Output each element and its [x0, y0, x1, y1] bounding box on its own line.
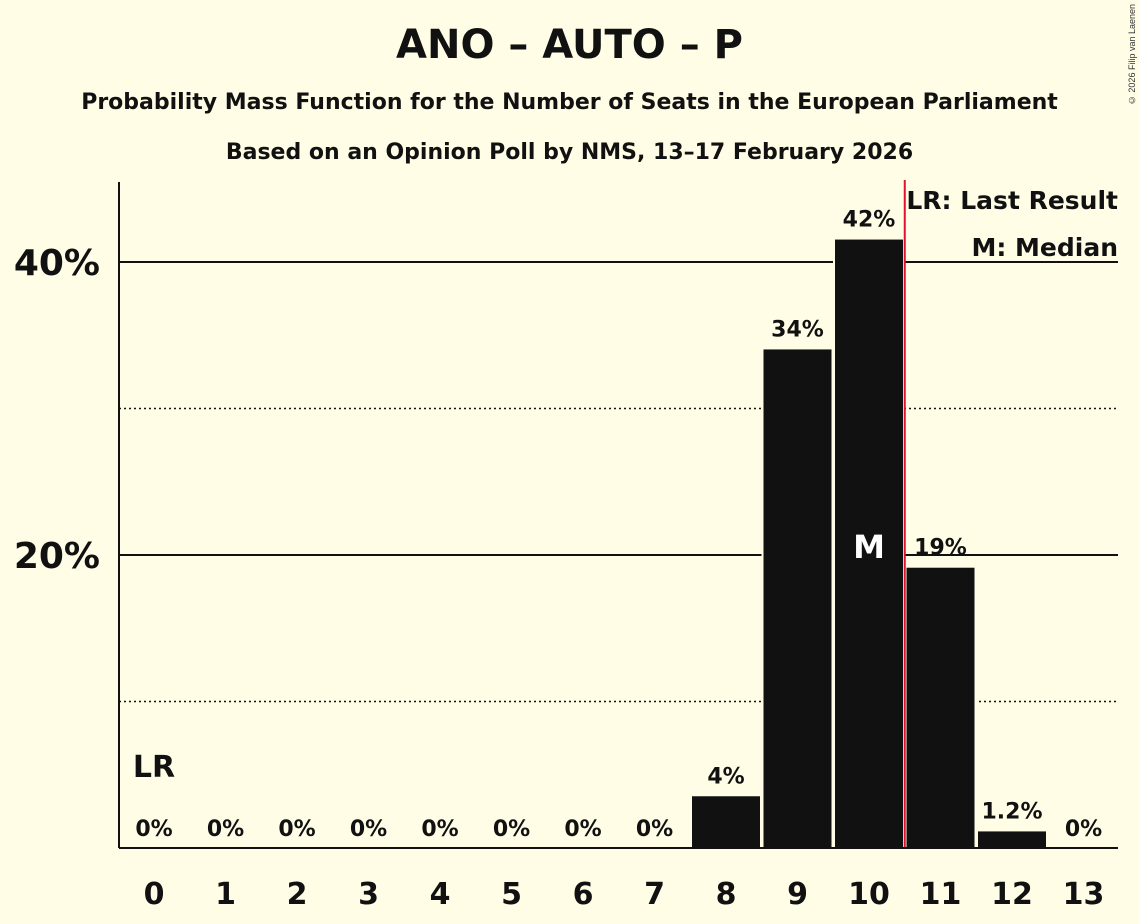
- data-label: 0%: [1065, 817, 1102, 842]
- bar-12: [976, 829, 1048, 849]
- x-tick-label: 13: [1063, 877, 1105, 912]
- bar-10: [833, 237, 905, 849]
- data-label: 42%: [843, 208, 896, 233]
- x-tick-label: 9: [787, 877, 808, 912]
- x-tick-label: 6: [573, 877, 594, 912]
- y-tick-label: 20%: [14, 536, 100, 577]
- chart-subtitle: Probability Mass Function for the Number…: [81, 90, 1058, 115]
- y-tick-label: 40%: [14, 243, 100, 284]
- bar-9: [761, 347, 834, 849]
- data-label: 0%: [135, 817, 172, 842]
- x-tick-label: 3: [358, 877, 379, 912]
- data-label: 0%: [564, 817, 601, 842]
- x-tick-label: 7: [644, 877, 665, 912]
- x-tick-label: 1: [215, 877, 236, 912]
- x-tick-label: 4: [430, 877, 451, 912]
- data-label: 0%: [493, 817, 530, 842]
- x-tick-label: 2: [287, 877, 308, 912]
- data-label: 0%: [207, 817, 244, 842]
- x-tick-label: 8: [716, 877, 737, 912]
- data-label: 0%: [278, 817, 315, 842]
- legend-last-result: LR: Last Result: [906, 186, 1118, 215]
- legend-median: M: Median: [971, 233, 1118, 262]
- x-tick-label: 10: [848, 877, 890, 912]
- data-label: 19%: [914, 536, 967, 561]
- data-label: 1.2%: [981, 799, 1042, 824]
- data-label: 0%: [350, 817, 387, 842]
- data-label: 0%: [636, 817, 673, 842]
- data-label: 34%: [771, 317, 824, 342]
- x-tick-label: 11: [920, 877, 962, 912]
- x-tick-label: 0: [144, 877, 165, 912]
- x-tick-label: 5: [501, 877, 522, 912]
- x-tick-label: 12: [991, 877, 1033, 912]
- bar-11: [904, 565, 977, 849]
- last-result-marker: LR: [133, 750, 175, 785]
- median-marker: M: [853, 528, 885, 566]
- bar-8: [690, 794, 762, 850]
- chart-source: Based on an Opinion Poll by NMS, 13–17 F…: [225, 140, 914, 165]
- chart-title: ANO – AUTO – P: [396, 22, 743, 68]
- data-label: 4%: [707, 764, 744, 789]
- data-label: 0%: [421, 817, 458, 842]
